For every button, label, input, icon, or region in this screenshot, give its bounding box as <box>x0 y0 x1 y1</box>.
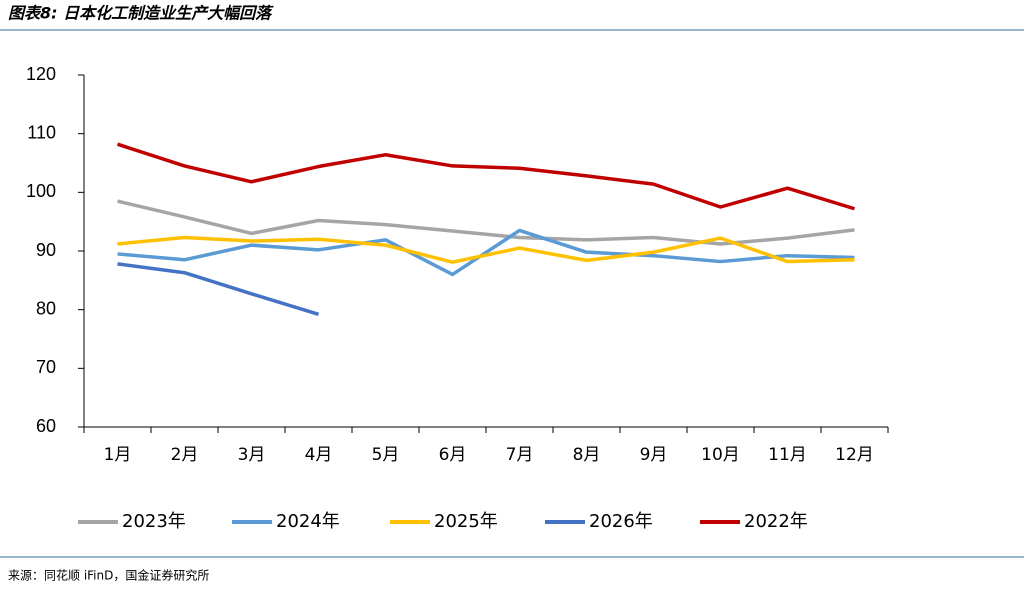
x-tick-label: 7月 <box>506 445 534 465</box>
source: 来源：同花顺 iFinD，国金证券研究所 <box>8 568 209 583</box>
x-tick-label: 1月 <box>104 445 132 465</box>
y-tick-label: 100 <box>26 181 56 201</box>
y-tick-label: 80 <box>36 298 56 318</box>
legend-label: 2024年 <box>276 511 340 532</box>
series-line <box>116 142 856 211</box>
x-tick-label: 9月 <box>640 445 668 465</box>
y-tick-label: 120 <box>26 64 56 84</box>
series-line <box>117 262 320 317</box>
y-tick-label: 90 <box>36 240 56 260</box>
legend-label: 2026年 <box>589 511 653 532</box>
series-line <box>117 199 855 246</box>
legend-label: 2022年 <box>744 511 808 532</box>
legend-label: 2023年 <box>122 511 186 532</box>
x-tick-label: 4月 <box>305 445 333 465</box>
legend-label: 2025年 <box>434 511 498 532</box>
series-line <box>117 228 855 277</box>
x-tick-label: 8月 <box>573 445 601 465</box>
x-tick-label: 11月 <box>768 445 807 465</box>
y-tick-label: 60 <box>36 416 56 436</box>
x-tick-label: 5月 <box>372 445 400 465</box>
chart-title: 图表8: 日本化工制造业生产大幅回落 <box>8 4 274 23</box>
x-tick-label: 3月 <box>238 445 266 465</box>
y-tick-label: 110 <box>27 122 56 142</box>
x-tick-label: 2月 <box>171 445 199 465</box>
x-tick-label: 10月 <box>701 445 740 465</box>
x-tick-label: 12月 <box>835 445 874 465</box>
x-tick-label: 6月 <box>439 445 467 465</box>
series-line <box>117 235 855 264</box>
y-tick-label: 70 <box>36 357 56 377</box>
